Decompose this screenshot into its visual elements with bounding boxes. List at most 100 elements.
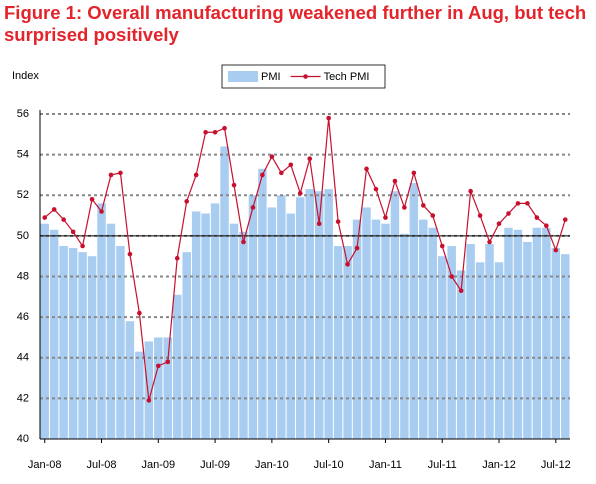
bar (163, 337, 172, 439)
bar (352, 219, 362, 439)
line-point (326, 115, 331, 121)
y-tick-label: 46 (17, 311, 29, 323)
line-point (156, 363, 161, 369)
bar (381, 223, 390, 439)
x-tick-label: Jan-09 (141, 459, 175, 471)
bar (532, 227, 542, 439)
bar (68, 248, 78, 439)
bar (485, 244, 494, 439)
line-point (118, 170, 123, 176)
bar (40, 223, 49, 439)
bar (135, 351, 144, 439)
line-point (496, 221, 502, 226)
bar (144, 341, 154, 439)
bar (390, 191, 400, 439)
bar (333, 246, 343, 439)
bar (201, 213, 210, 439)
bar (438, 256, 447, 439)
bar (428, 227, 437, 439)
bar (314, 191, 324, 439)
bar (343, 246, 352, 439)
bar (400, 233, 409, 439)
line-point (137, 310, 142, 316)
line-point (439, 243, 445, 249)
line-point (335, 219, 341, 224)
x-tick-label: Jan-10 (255, 459, 289, 471)
line-point (260, 172, 265, 178)
legend-label: Tech PMI (324, 71, 370, 83)
line-point (553, 247, 559, 253)
line-point (449, 274, 454, 279)
bar (267, 207, 277, 439)
bar (504, 227, 513, 439)
bar (239, 231, 248, 439)
legend-swatch (303, 74, 308, 79)
bar (125, 321, 135, 439)
x-tick-label: Jan-08 (28, 459, 62, 471)
line-point (297, 190, 303, 196)
bar (466, 244, 475, 439)
bar (324, 189, 333, 439)
bar (191, 211, 201, 439)
line-point (345, 262, 350, 267)
bar (286, 213, 296, 439)
chart-title: Figure 1: Overall manufacturing weakened… (4, 2, 587, 45)
line-point (146, 398, 152, 403)
y-tick-label: 54 (17, 149, 29, 161)
bar (106, 223, 116, 439)
line-point (80, 243, 85, 249)
bar (551, 248, 561, 439)
line-point (241, 239, 246, 245)
x-tick-label: Jan-11 (369, 459, 402, 471)
bar (258, 168, 267, 439)
line-point (61, 217, 66, 222)
bar (447, 246, 456, 439)
bar (173, 294, 182, 439)
line-point (250, 205, 256, 210)
line-point (468, 188, 473, 194)
bar (49, 229, 59, 439)
line-point (231, 182, 237, 188)
line-point (203, 129, 208, 135)
line-point (108, 172, 114, 178)
bar (296, 197, 305, 439)
line-point (184, 199, 189, 204)
legend-label: PMI (261, 71, 281, 83)
line-point (562, 217, 568, 222)
bar (229, 223, 239, 439)
bar (456, 270, 466, 439)
line-point (411, 170, 417, 176)
x-tick-label: Jul-12 (541, 459, 571, 471)
line-point (515, 201, 521, 206)
x-tick-label: Jul-08 (87, 459, 117, 471)
legend-swatch (228, 71, 258, 82)
bar (513, 229, 523, 439)
line-point (99, 209, 104, 214)
bar (116, 246, 125, 439)
y-tick-label: 52 (17, 189, 29, 201)
line-point (487, 239, 492, 245)
y-tick-label: 42 (17, 392, 29, 404)
x-tick-label: Jul-11 (428, 459, 457, 471)
bar (182, 252, 191, 439)
y-tick-label: 50 (17, 230, 29, 242)
bar (494, 262, 504, 439)
line-point (525, 201, 530, 206)
bar (97, 203, 106, 439)
line (44, 118, 566, 401)
line-point (458, 288, 464, 294)
line-point (316, 221, 322, 226)
line-point (477, 213, 483, 218)
bar (561, 254, 570, 439)
line-point (364, 166, 369, 172)
bar (305, 189, 314, 439)
y-tick-label: 44 (17, 352, 29, 364)
bar (78, 252, 87, 439)
line-point (269, 154, 275, 159)
line-point (222, 125, 227, 131)
line-point (70, 229, 76, 235)
bar (523, 241, 532, 439)
bar (220, 146, 229, 439)
line-point (279, 170, 284, 176)
